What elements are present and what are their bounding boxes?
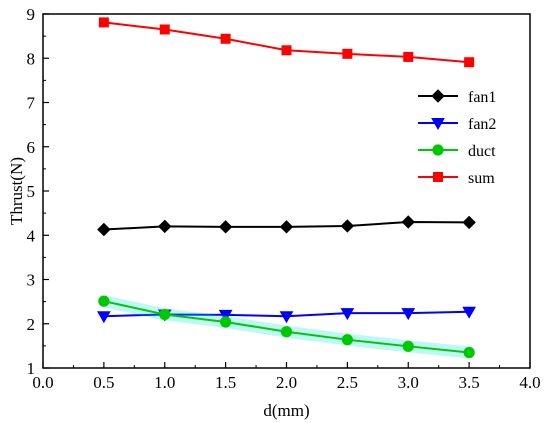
data-point — [280, 326, 293, 338]
y-tick-label: 3 — [27, 271, 36, 290]
data-point — [159, 24, 170, 35]
data-point — [218, 309, 233, 322]
data-point — [401, 308, 416, 321]
data-point — [97, 311, 111, 324]
legend-label: duct — [468, 143, 496, 160]
y-tick-label: 1 — [27, 359, 36, 378]
x-tick-label: 2.5 — [337, 373, 358, 392]
data-point — [340, 219, 355, 233]
data-point — [220, 316, 232, 328]
data-point — [341, 334, 353, 346]
plot-marks — [97, 17, 476, 359]
data-point — [403, 51, 414, 62]
y-axis-title: Thrust(N) — [7, 157, 26, 225]
x-tick-label: 0.0 — [32, 373, 53, 392]
y-tick-label: 4 — [27, 226, 36, 245]
y-tick-label: 6 — [27, 138, 36, 157]
data-point — [97, 222, 111, 237]
legend-marker — [431, 89, 445, 103]
data-point — [340, 308, 355, 321]
data-point — [218, 220, 233, 234]
x-tick-label: 4.0 — [519, 373, 540, 392]
y-tick-label: 8 — [27, 49, 36, 68]
x-tick-label: 1.0 — [154, 373, 175, 392]
data-point — [281, 45, 292, 56]
data-point — [342, 48, 353, 59]
legend-label: sum — [468, 170, 495, 187]
data-point — [462, 306, 476, 319]
x-axis-ticks: 0.0 0.5 1.0 1.5 2.0 2.5 3.0 3.5 4.0 — [32, 362, 541, 392]
legend-item-fan1: fan1 — [418, 89, 496, 106]
data-point — [279, 220, 294, 234]
legend-item-fan2: fan2 — [418, 116, 496, 133]
data-point — [98, 295, 110, 307]
data-point — [462, 215, 476, 230]
y-tick-label: 7 — [27, 94, 36, 113]
series-fan1 — [97, 215, 476, 237]
x-tick-label: 3.5 — [459, 373, 480, 392]
legend-marker — [433, 172, 443, 182]
y-tick-label: 5 — [27, 182, 36, 201]
data-point — [159, 308, 171, 321]
x-tick-label: 2.0 — [276, 373, 297, 392]
legend-marker — [432, 144, 444, 156]
data-point — [220, 33, 231, 44]
legend-marker — [431, 118, 445, 131]
data-point — [401, 215, 415, 229]
legend-label: fan2 — [468, 116, 496, 133]
legend-label: fan1 — [468, 89, 496, 106]
data-point — [463, 346, 475, 359]
y-tick-label: 2 — [27, 315, 36, 334]
x-axis-title: d(mm) — [263, 401, 309, 420]
data-point — [279, 311, 294, 324]
data-point — [98, 17, 109, 28]
y-axis-ticks: 1 2 3 4 5 6 7 8 9 — [27, 5, 49, 378]
series-sum — [98, 17, 475, 68]
legend-item-sum: sum — [418, 170, 495, 187]
series-duct — [97, 295, 476, 359]
y-tick-label: 9 — [27, 5, 36, 24]
x-tick-label: 1.5 — [215, 373, 236, 392]
series-line — [103, 21, 470, 64]
data-point — [158, 219, 172, 234]
legend-item-duct: duct — [418, 143, 496, 160]
data-point — [464, 57, 475, 68]
legend: fan1 fan2 duct sum — [418, 89, 496, 187]
x-tick-label: 0.5 — [93, 373, 114, 392]
x-tick-label: 3.0 — [398, 373, 419, 392]
data-point — [402, 340, 414, 352]
